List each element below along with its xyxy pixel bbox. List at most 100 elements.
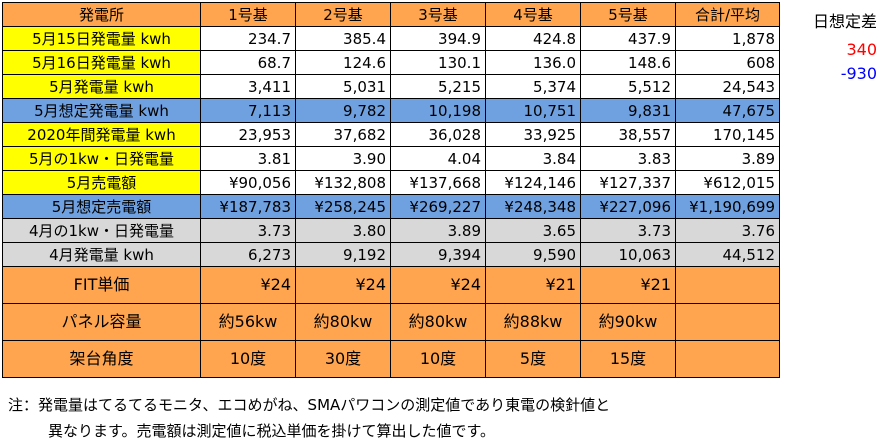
table-cell: 9,590 — [485, 242, 581, 267]
power-plant-table: 発電所 1号基 2号基 3号基 4号基 5号基 合計/平均 5月15日発電量 kwh 234.… — [2, 2, 780, 378]
table-cell: 47,675 — [675, 98, 780, 123]
table-cell: 170,145 — [675, 122, 780, 147]
table-row: 架台角度 10度 30度 10度 5度 15度 — [2, 340, 780, 378]
table-cell: 約90kw — [580, 303, 676, 341]
row-label: 5月の1kw・日発電量 — [2, 146, 201, 171]
table-cell: 44,512 — [675, 242, 780, 267]
table-cell: ¥227,096 — [580, 194, 676, 219]
table-cell: ¥127,337 — [580, 170, 676, 195]
row-label: 5月15日発電量 kwh — [2, 26, 201, 51]
table-cell: 約88kw — [485, 303, 581, 341]
table-cell: ¥269,227 — [390, 194, 486, 219]
table-cell: 7,113 — [200, 98, 296, 123]
table-cell: 136.0 — [485, 50, 581, 75]
table-cell: ¥24 — [390, 266, 486, 304]
footnote-line-2: 異なります。売電額は測定値に税込単価を掛けて算出した値です。 — [48, 422, 496, 440]
column-header: 2号基 — [295, 2, 391, 27]
table-row: 5月発電量 kwh 3,411 5,031 5,215 5,374 5,512 24,543 — [2, 74, 780, 99]
table-cell: 148.6 — [580, 50, 676, 75]
table-row: 2020年間発電量 kwh 23,953 37,682 36,028 33,925 38,… — [2, 122, 780, 147]
footnote-line-1: 注：発電量はてるてるモニタ、エコめがね、SMAパワコンの測定値であり東電の検針値… — [8, 396, 611, 414]
table-cell: 3.80 — [295, 218, 391, 243]
table-cell: 130.1 — [390, 50, 486, 75]
table-row: 4月の1kw・日発電量 3.73 3.80 3.89 3.65 3.73 3.76 — [2, 218, 780, 243]
table-cell: ¥137,668 — [390, 170, 486, 195]
column-header-plant: 発電所 — [2, 2, 201, 27]
row-label: パネル容量 — [2, 303, 201, 341]
table-cell — [675, 340, 780, 378]
table-cell: 10度 — [200, 340, 296, 378]
column-header: 3号基 — [390, 2, 486, 27]
table-cell: 385.4 — [295, 26, 391, 51]
table-row: FIT単価 ¥24 ¥24 ¥24 ¥21 ¥21 — [2, 266, 780, 304]
table-row: 5月の1kw・日発電量 3.81 3.90 4.04 3.84 3.83 3.89 — [2, 146, 780, 171]
table-cell: 38,557 — [580, 122, 676, 147]
table-cell: 約80kw — [390, 303, 486, 341]
table-cell: 約80kw — [295, 303, 391, 341]
table-cell: ¥21 — [580, 266, 676, 304]
table-cell: 234.7 — [200, 26, 296, 51]
table-cell: 124.6 — [295, 50, 391, 75]
row-label: 架台角度 — [2, 340, 201, 378]
row-label: 5月発電量 kwh — [2, 74, 201, 99]
table-cell: 9,782 — [295, 98, 391, 123]
table-cell: 36,028 — [390, 122, 486, 147]
table-cell: 394.9 — [390, 26, 486, 51]
table-cell: ¥1,190,699 — [675, 194, 780, 219]
table-cell: 68.7 — [200, 50, 296, 75]
table-cell: ¥21 — [485, 266, 581, 304]
table-cell: ¥248,348 — [485, 194, 581, 219]
table-cell: 3.84 — [485, 146, 581, 171]
table-cell: ¥24 — [200, 266, 296, 304]
table-cell — [675, 266, 780, 304]
row-label: 5月想定発電量 kwh — [2, 98, 201, 123]
table-cell: 9,192 — [295, 242, 391, 267]
table-cell: 3.83 — [580, 146, 676, 171]
table-cell: 424.8 — [485, 26, 581, 51]
table-cell: 3.89 — [675, 146, 780, 171]
table-row: パネル容量 約56kw 約80kw 約80kw 約88kw 約90kw — [2, 303, 780, 341]
table-cell: 約56kw — [200, 303, 296, 341]
day16-diff-value: -930 — [840, 64, 877, 83]
table-cell: 10,751 — [485, 98, 581, 123]
table-cell: ¥124,146 — [485, 170, 581, 195]
table-cell: 5,031 — [295, 74, 391, 99]
column-header: 合計/平均 — [675, 2, 780, 27]
table-cell: 5,512 — [580, 74, 676, 99]
table-cell: ¥258,245 — [295, 194, 391, 219]
table-cell: 37,682 — [295, 122, 391, 147]
daily-diff-title: 日想定差 — [812, 12, 877, 31]
table-cell: ¥187,783 — [200, 194, 296, 219]
table-row: 5月想定発電量 kwh 7,113 9,782 10,198 10,751 9,831 47… — [2, 98, 780, 123]
table-cell: 608 — [675, 50, 780, 75]
table-cell: 3.81 — [200, 146, 296, 171]
table-cell: 3.73 — [200, 218, 296, 243]
row-label: 5月16日発電量 kwh — [2, 50, 201, 75]
table-row: 5月16日発電量 kwh 68.7 124.6 130.1 136.0 148.6 608 — [2, 50, 780, 75]
table-cell: 10,063 — [580, 242, 676, 267]
table-row: 5月15日発電量 kwh 234.7 385.4 394.9 424.8 437.9 1,8… — [2, 26, 780, 51]
row-label: 2020年間発電量 kwh — [2, 122, 201, 147]
row-label: 5月売電額 — [2, 170, 201, 195]
table-row: 4月発電量 kwh 6,273 9,192 9,394 9,590 10,063 44,51… — [2, 242, 780, 267]
table-cell: ¥612,015 — [675, 170, 780, 195]
table-cell: 1,878 — [675, 26, 780, 51]
table-cell: 10,198 — [390, 98, 486, 123]
table-header-row: 発電所 1号基 2号基 3号基 4号基 5号基 合計/平均 — [2, 2, 780, 27]
table-cell: 3.76 — [675, 218, 780, 243]
row-label: 4月発電量 kwh — [2, 242, 201, 267]
table-cell — [675, 303, 780, 341]
table-cell: 3.89 — [390, 218, 486, 243]
table-cell: 3.65 — [485, 218, 581, 243]
table-cell: ¥132,808 — [295, 170, 391, 195]
column-header: 5号基 — [580, 2, 676, 27]
table-cell: 30度 — [295, 340, 391, 378]
table-cell: 437.9 — [580, 26, 676, 51]
column-header: 1号基 — [200, 2, 296, 27]
table-row: 5月想定売電額 ¥187,783 ¥258,245 ¥269,227 ¥248,348 ¥… — [2, 194, 780, 219]
table-cell: 23,953 — [200, 122, 296, 147]
table-cell: 3.90 — [295, 146, 391, 171]
table-cell: 6,273 — [200, 242, 296, 267]
day15-diff-value: 340 — [846, 40, 877, 59]
table-cell: 5,215 — [390, 74, 486, 99]
